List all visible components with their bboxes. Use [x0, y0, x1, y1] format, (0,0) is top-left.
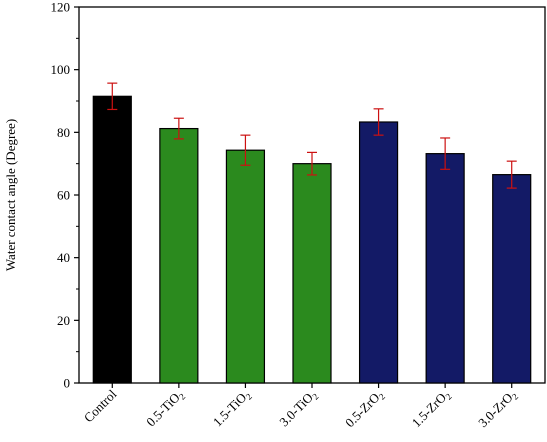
x-tick-label: 1.5-ZrO2	[409, 387, 454, 432]
x-tick-label-text: 3.0-ZrO	[475, 390, 515, 430]
x-tick-label-text: Control	[81, 386, 120, 425]
bar	[225, 149, 266, 384]
x-tick-label-text: 0.5-ZrO	[342, 390, 382, 430]
x-tick-label-subscript: 2	[244, 391, 254, 401]
x-tick-label: Control	[81, 386, 120, 425]
x-tick-label: 1.5-TiO2	[210, 387, 254, 431]
x-tick-label: 0.5-TiO2	[143, 387, 187, 431]
y-tick-label: 20	[57, 313, 70, 328]
x-tick-label-subscript: 2	[443, 391, 453, 401]
x-tick-label-subscript: 2	[510, 391, 520, 401]
y-tick-label: 40	[57, 250, 70, 265]
bar	[425, 153, 465, 384]
y-tick-label: 0	[64, 376, 71, 391]
bar	[159, 127, 199, 384]
bar	[492, 174, 532, 384]
y-axis-title: Water contact angle (Degree)	[3, 119, 18, 271]
y-tick-label: 80	[57, 125, 70, 140]
x-tick-label-subscript: 2	[377, 391, 387, 401]
bar	[358, 121, 399, 384]
x-tick-label: 0.5-ZrO2	[342, 387, 387, 432]
bar	[92, 95, 132, 384]
y-tick-label: 120	[51, 0, 71, 15]
x-tick-label-subscript: 2	[310, 391, 320, 401]
x-tick-label-subscript: 2	[177, 391, 187, 401]
y-tick-label: 100	[51, 62, 71, 77]
bar	[292, 163, 332, 384]
x-tick-label-text: 1.5-ZrO	[409, 390, 449, 430]
x-tick-label: 3.0-TiO2	[276, 387, 320, 431]
y-tick-label: 60	[57, 188, 70, 203]
x-tick-label: 3.0-ZrO2	[475, 387, 520, 432]
